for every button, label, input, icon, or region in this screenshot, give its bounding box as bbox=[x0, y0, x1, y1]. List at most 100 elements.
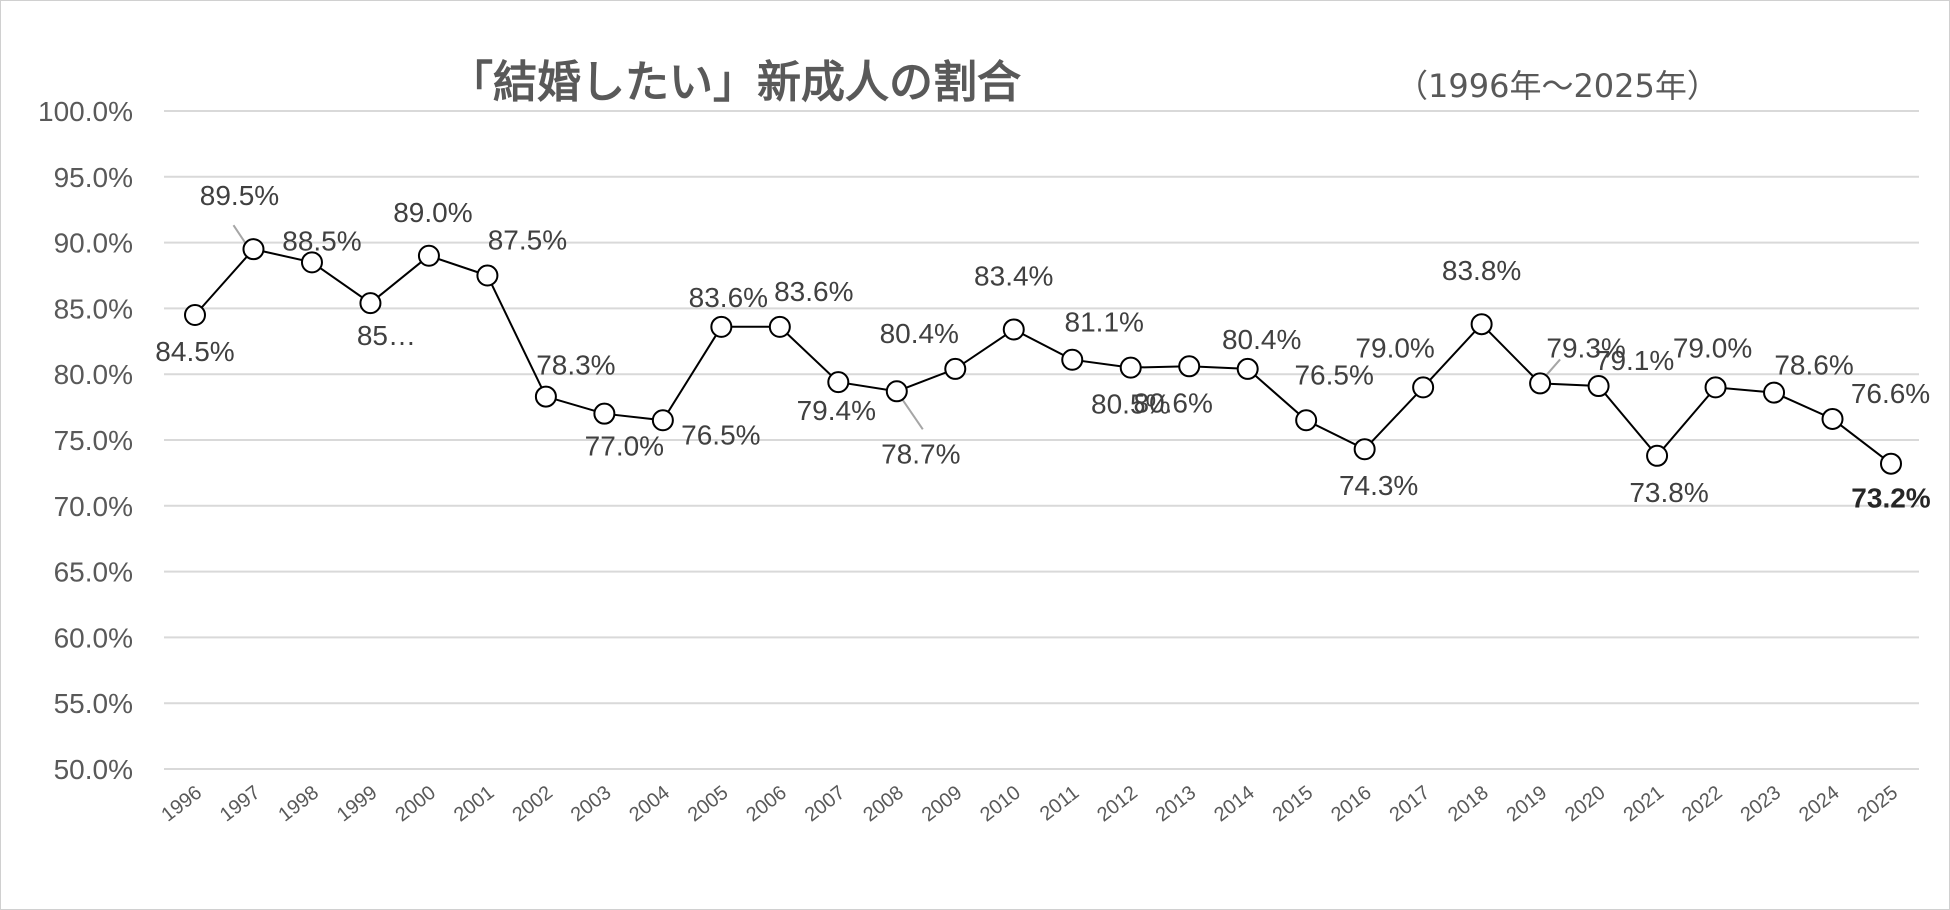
data-point bbox=[242, 238, 265, 261]
data-point bbox=[300, 251, 323, 274]
data-label: 80.4% bbox=[1222, 324, 1301, 355]
data-point bbox=[1178, 355, 1201, 378]
x-tick-label: 2002 bbox=[508, 782, 557, 827]
data-point bbox=[944, 357, 967, 380]
x-tick-label: 1996 bbox=[157, 782, 206, 827]
data-label: 74.3% bbox=[1339, 470, 1418, 501]
leader-line bbox=[1545, 358, 1561, 377]
data-label: 79.3% bbox=[1546, 332, 1625, 363]
data-label: 83.6% bbox=[689, 282, 768, 313]
x-tick-label: 2016 bbox=[1327, 782, 1376, 827]
x-tick-label: 2013 bbox=[1152, 782, 1201, 827]
x-tick-label: 2011 bbox=[1036, 782, 1083, 826]
x-tick-label: 2004 bbox=[625, 782, 674, 827]
data-label: 79.0% bbox=[1673, 332, 1752, 363]
data-point bbox=[1061, 348, 1084, 371]
chart-subtitle: （1996年～2025年） bbox=[1396, 67, 1719, 105]
data-point bbox=[1412, 376, 1435, 399]
data-point bbox=[1587, 375, 1610, 398]
data-point bbox=[885, 380, 908, 403]
data-point bbox=[651, 409, 674, 432]
data-label: 76.5% bbox=[681, 419, 760, 450]
data-label: 81.1% bbox=[1065, 307, 1144, 338]
x-tick-label: 1999 bbox=[333, 782, 382, 827]
data-label: 87.5% bbox=[488, 225, 567, 256]
data-label: 78.3% bbox=[536, 350, 615, 381]
y-tick-label: 70.0% bbox=[54, 491, 133, 522]
data-point bbox=[1119, 356, 1142, 379]
y-tick-label: 50.0% bbox=[54, 754, 133, 785]
x-tick-label: 2015 bbox=[1269, 782, 1318, 827]
data-label: 73.2% bbox=[1851, 483, 1930, 514]
x-tick-label: 2005 bbox=[684, 782, 733, 827]
data-label: 80.4% bbox=[880, 318, 959, 349]
x-tick-label: 2019 bbox=[1503, 782, 1552, 827]
data-label: 80.5% bbox=[1091, 389, 1170, 420]
data-label: 83.4% bbox=[974, 260, 1053, 291]
data-point bbox=[1763, 381, 1786, 404]
x-tick-label: 1998 bbox=[274, 782, 323, 827]
gridlines bbox=[164, 110, 1919, 770]
data-label: 88.5% bbox=[282, 225, 361, 256]
x-tick-label: 2024 bbox=[1795, 782, 1844, 827]
x-tick-label: 2022 bbox=[1678, 782, 1727, 827]
y-tick-label: 55.0% bbox=[54, 688, 133, 719]
x-tick-label: 2020 bbox=[1561, 782, 1610, 827]
leader-line bbox=[232, 224, 247, 244]
x-tick-label: 2007 bbox=[801, 782, 850, 827]
data-point bbox=[1880, 452, 1902, 475]
data-label: 73.8% bbox=[1629, 477, 1708, 508]
data-point bbox=[417, 244, 440, 267]
data-point bbox=[1295, 409, 1318, 432]
y-tick-label: 65.0% bbox=[54, 557, 133, 588]
data-label: 78.7% bbox=[881, 438, 960, 469]
series-layer bbox=[184, 238, 1902, 475]
data-point bbox=[1529, 372, 1552, 395]
data-label: 79.4% bbox=[797, 395, 876, 426]
data-label: 76.6% bbox=[1851, 378, 1930, 409]
x-tick-label: 2017 bbox=[1386, 782, 1435, 827]
data-point bbox=[710, 315, 733, 338]
chart-title: 「結婚したい」新成人の割合 bbox=[449, 57, 1021, 108]
data-label: 83.6% bbox=[774, 276, 853, 307]
data-label: 83.8% bbox=[1442, 255, 1521, 286]
data-label: 89.0% bbox=[393, 197, 472, 228]
x-tick-label: 2008 bbox=[859, 782, 908, 827]
data-point bbox=[1002, 318, 1025, 341]
data-point bbox=[1821, 407, 1844, 430]
x-tick-label: 2003 bbox=[567, 782, 616, 827]
x-tick-label: 2012 bbox=[1093, 782, 1142, 827]
data-point bbox=[827, 371, 850, 394]
data-point bbox=[1236, 357, 1259, 380]
data-point bbox=[184, 303, 206, 326]
x-tick-label: 2023 bbox=[1737, 782, 1786, 827]
data-point bbox=[1646, 444, 1669, 467]
x-tick-label: 2009 bbox=[918, 782, 967, 827]
data-label: 85… bbox=[357, 320, 416, 351]
x-tick-label: 2000 bbox=[391, 782, 440, 827]
x-tick-label: 2018 bbox=[1444, 782, 1493, 827]
data-label: 84.5% bbox=[155, 336, 234, 367]
data-label: 89.5% bbox=[200, 180, 279, 211]
y-tick-label: 100.0% bbox=[38, 96, 133, 127]
data-point bbox=[768, 315, 791, 338]
data-point bbox=[534, 385, 557, 408]
x-tick-label: 1997 bbox=[216, 782, 265, 827]
data-label: 76.5% bbox=[1294, 359, 1373, 390]
x-tick-label: 2006 bbox=[742, 782, 791, 827]
x-tick-label: 2025 bbox=[1853, 782, 1902, 827]
x-tick-label: 2014 bbox=[1210, 782, 1259, 827]
x-tick-label: 2021 bbox=[1620, 782, 1669, 827]
data-point bbox=[476, 264, 499, 287]
data-label: 80.6% bbox=[1134, 387, 1213, 418]
x-axis-ticks: 1996 1997 1998 1999 2000 2001 2002 2003 2004 2005… bbox=[157, 782, 1902, 827]
y-tick-label: 60.0% bbox=[54, 622, 133, 653]
data-point bbox=[593, 402, 616, 425]
data-labels: 84.5% 89.5%88.5% 85… 89.0% 87.5% 78.3% 77.0% 76… bbox=[155, 180, 1930, 514]
y-tick-label: 80.0% bbox=[54, 359, 133, 390]
data-label: 79.1% bbox=[1595, 345, 1674, 376]
x-tick-label: 2010 bbox=[976, 782, 1025, 827]
y-tick-label: 85.0% bbox=[54, 293, 133, 324]
data-point bbox=[359, 292, 382, 315]
